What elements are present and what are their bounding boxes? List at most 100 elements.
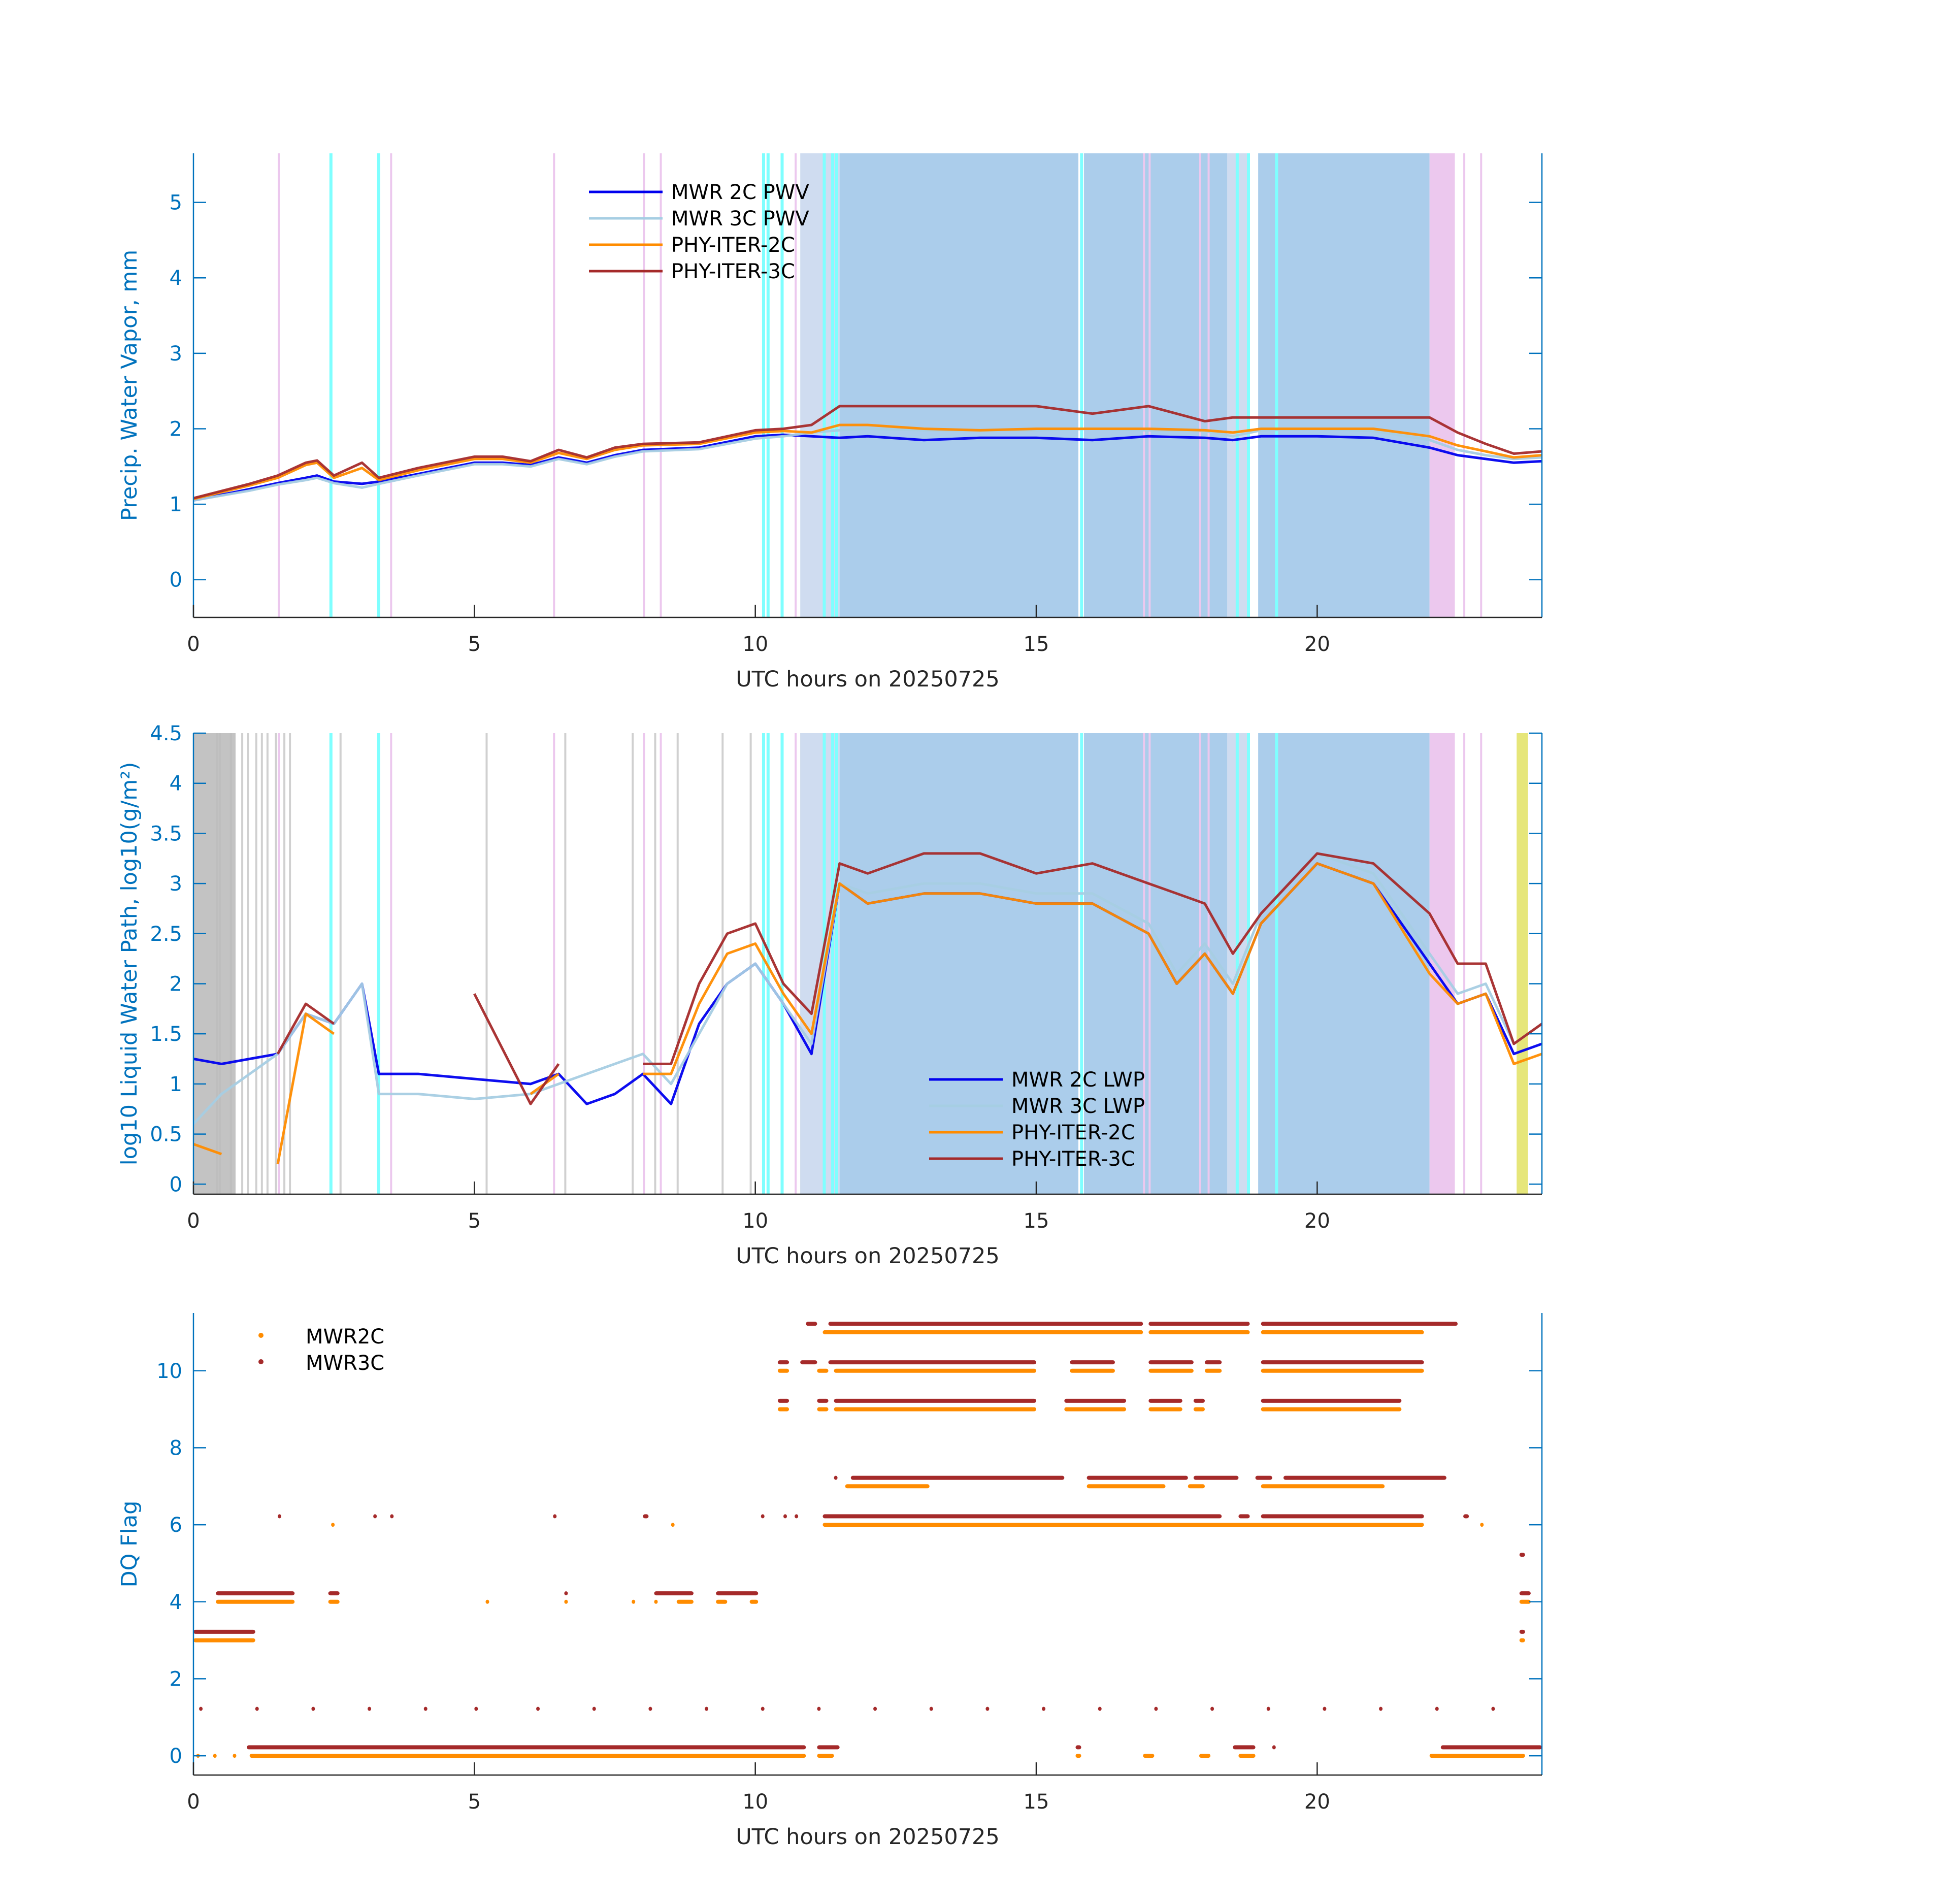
plot-area (193, 1322, 1542, 1758)
y-tick-label: 0 (170, 1173, 182, 1196)
dq-marks-mwr3c (654, 1591, 694, 1596)
dq-marks-mwr3c (1154, 1706, 1158, 1711)
y-tick-label: 1.5 (150, 1023, 182, 1046)
dq-marks-mwr3c (985, 1706, 990, 1711)
dq-marks-mwr2c (1261, 1330, 1424, 1334)
dq-marks-mwr3c (1042, 1706, 1046, 1711)
pink-flag-line (1199, 153, 1201, 617)
gray-flag-line (260, 733, 263, 1194)
y-axis-label: Precip. Water Vapor, mm (117, 250, 142, 521)
legend-label: MWR 3C LWP (1011, 1095, 1145, 1118)
legend-marker (258, 1359, 264, 1364)
dq-marks-mwr3c (1205, 1360, 1222, 1365)
dq-marks-mwr2c (1238, 1754, 1256, 1758)
series-line-phy-iter-3c (276, 852, 1542, 1105)
series-line-phy-iter-2c (193, 423, 1542, 501)
rain-flag-band (1258, 153, 1430, 617)
pink-flag-line (1143, 153, 1145, 617)
gray-flag-line (676, 733, 679, 1194)
cyan-flag-line (766, 733, 770, 1194)
dq-marks-mwr3c (817, 1398, 829, 1403)
dq-marks-mwr3c (216, 1591, 295, 1596)
cyan-flag-line (1080, 733, 1083, 1194)
pink-flag-line (1148, 733, 1151, 1194)
pink-flag-line (390, 153, 392, 617)
dq-marks-mwr2c (671, 1523, 675, 1527)
dq-marks-mwr3c (1491, 1706, 1495, 1711)
dq-marks-mwr2c (1261, 1407, 1402, 1411)
x-tick-label: 10 (742, 1790, 768, 1814)
pink-flag-line (643, 733, 645, 1194)
y-tick-label: 4.5 (150, 722, 182, 745)
y-tick-label: 2 (170, 972, 182, 996)
dq-marks-mwr2c (328, 1599, 340, 1604)
cyan-flag-line (835, 153, 838, 617)
dq-marks-mwr3c (1070, 1360, 1115, 1365)
dq-marks-mwr3c (1148, 1360, 1194, 1365)
dq-marks-mwr2c (1148, 1330, 1250, 1334)
y-tick-label: 0 (170, 569, 182, 592)
dq-marks-mwr2c (1188, 1484, 1205, 1489)
dq-marks-mwr2c (1070, 1368, 1115, 1373)
dq-marks-mwr2c (1064, 1407, 1127, 1411)
x-tick-label: 0 (187, 1209, 200, 1233)
legend-label: MWR 2C LWP (1011, 1068, 1145, 1092)
dq-marks-mwr3c (1261, 1360, 1424, 1365)
dq-marks-mwr2c (1261, 1484, 1385, 1489)
dq-marks-mwr3c (373, 1514, 377, 1519)
dq-marks-mwr3c (643, 1514, 649, 1519)
dq-marks-mwr2c (822, 1330, 1143, 1334)
cyan-flag-line (762, 153, 765, 617)
dq-marks-mwr3c (474, 1706, 478, 1711)
dq-marks-mwr2c (1199, 1754, 1211, 1758)
series-line-phy-iter-2c (193, 862, 1542, 1165)
cyan-flag-line (831, 733, 835, 1194)
dq-marks-mwr3c (1379, 1706, 1383, 1711)
dq-marks-mwr3c (1193, 1475, 1239, 1480)
y-tick-label: 4 (170, 1591, 182, 1614)
pink-flag-line (660, 733, 662, 1194)
dq-marks-mwr3c (828, 1360, 1036, 1365)
dq-marks-mwr3c (1064, 1398, 1127, 1403)
y-tick-label: 3.5 (150, 822, 182, 845)
dq-marks-mwr2c (1519, 1638, 1525, 1643)
x-axis-label: UTC hours on 20250725 (736, 1243, 1000, 1269)
cyan-flag-line (831, 153, 835, 617)
dq-marks-mwr3c (1266, 1706, 1270, 1711)
legend-label: PHY-ITER-3C (671, 260, 795, 283)
dq-marks-mwr3c (1261, 1322, 1458, 1326)
rain-flag-band (839, 733, 1078, 1194)
dq-marks-mwr3c (800, 1360, 817, 1365)
legend-marker (258, 1333, 264, 1338)
rain-flag-band (839, 153, 1078, 617)
cyan-flag-line (780, 733, 784, 1194)
y-axis-label: log10 Liquid Water Path, log10(g/m²) (117, 762, 142, 1166)
pink-flag-line (553, 153, 555, 617)
x-tick-label: 20 (1304, 1209, 1330, 1233)
gray-flag-line (218, 733, 221, 1194)
pink-flag-band (1429, 153, 1455, 617)
dq-marks-mwr3c (795, 1514, 799, 1519)
dq-marks-mwr3c (1519, 1591, 1531, 1596)
dq-marks-mwr3c (390, 1514, 394, 1519)
dq-marks-mwr3c (1193, 1398, 1205, 1403)
dq-marks-mwr3c (1233, 1745, 1256, 1750)
cyan-flag-line (762, 733, 765, 1194)
dq-marks-mwr2c (822, 1523, 1424, 1527)
rain-flag-band (1084, 153, 1228, 617)
dq-marks-mwr2c (716, 1599, 728, 1604)
dq-marks-mwr2c (1148, 1407, 1182, 1411)
y-axis-label: DQ Flag (117, 1501, 142, 1588)
plot-area (193, 153, 1542, 617)
y-tick-label: 2 (170, 417, 182, 441)
dq-marks-mwr2c (1075, 1754, 1081, 1758)
pink-flag-line (795, 733, 797, 1194)
dq-marks-mwr2c (845, 1484, 930, 1489)
dq-marks-mwr2c (632, 1599, 636, 1604)
dq-marks-mwr2c (193, 1638, 255, 1643)
dq-marks-mwr3c (761, 1706, 765, 1711)
dq-marks-mwr2c (485, 1599, 489, 1604)
series-line-mwr-2c-pwv (193, 433, 1542, 502)
x-tick-label: 15 (1024, 633, 1049, 656)
dq-marks-mwr3c (1435, 1706, 1439, 1711)
